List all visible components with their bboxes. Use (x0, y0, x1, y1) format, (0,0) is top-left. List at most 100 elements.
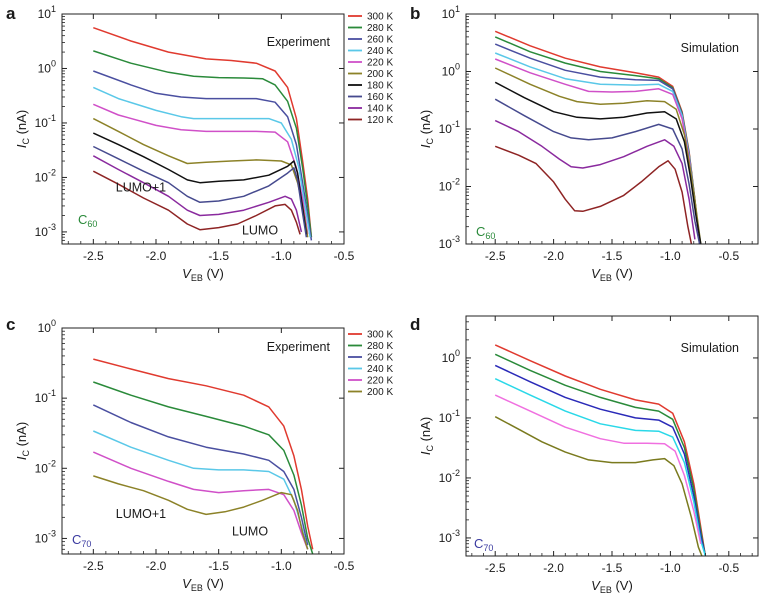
series-line-300k (494, 344, 707, 556)
x-tick-label: -1.5 (208, 559, 229, 573)
legend-label: 300 K (367, 330, 393, 341)
x-tick-label: -1.5 (602, 249, 623, 263)
y-tick-label: 10-2 (35, 167, 56, 184)
legend-label: 220 K (367, 376, 393, 387)
series-line-300k (93, 358, 314, 550)
plot-frame (61, 13, 345, 245)
series-line-220k (494, 394, 702, 544)
legend-label: 220 K (367, 58, 393, 69)
series-line-260k (92, 404, 309, 546)
annotation-lumoplus1: LUMO+1 (116, 181, 166, 195)
series-line-140k (92, 155, 303, 233)
series-line-200k (92, 117, 309, 238)
y-tick-label: 100 (442, 348, 460, 365)
panel-b: b -2.5 -2.0 -1.5 -1.0 -0.5 10-3 10-2 10-1 100 101 V… (410, 4, 759, 283)
series-line-280k (494, 353, 707, 556)
x-axis-label: VEB (V) (591, 266, 633, 283)
series-line-300k (93, 26, 313, 238)
annotation-lumoplus1: LUMO+1 (116, 507, 166, 521)
y-tick-label: 10-1 (35, 388, 56, 405)
x-tick-label: -1.0 (660, 561, 681, 575)
series-line-280k (93, 50, 313, 238)
molecule-label: C60 (476, 224, 495, 241)
series-group (92, 358, 314, 554)
legend-label: 240 K (367, 364, 393, 375)
panel-letter: d (410, 315, 420, 334)
y-tick-label: 10-1 (439, 408, 460, 425)
x-tick-label: -1.5 (602, 561, 623, 575)
y-tick-label: 10-3 (35, 222, 56, 239)
x-tick-label: -0.5 (718, 249, 739, 263)
x-tick-label: -0.5 (334, 559, 355, 573)
legend-label: 300 K (367, 12, 393, 23)
y-tick-label: 10-3 (35, 528, 56, 545)
panel-a: a -2.5 -2.0 -1.5 -1.0 -0.5 10-3 10-2 10-1 100 101 V… (6, 4, 393, 283)
x-tick-label: -0.5 (334, 249, 355, 263)
x-tick-label: -1.0 (271, 559, 292, 573)
x-tick-label: -2.0 (543, 249, 564, 263)
series-line-280k (494, 36, 701, 244)
series-line-200k (93, 475, 309, 550)
x-axis-label: VEB (V) (182, 266, 224, 283)
y-axis-label: IC (nA) (418, 417, 435, 455)
legend-label: 280 K (367, 23, 393, 34)
y-tick-label: 101 (38, 4, 56, 21)
legend-label: 200 K (367, 69, 393, 80)
annotation-lumo: LUMO (242, 223, 278, 237)
y-tick-label: 100 (38, 318, 56, 335)
legend-label: 260 K (367, 35, 393, 46)
legend-label: 240 K (367, 46, 393, 57)
legend-label: 280 K (367, 341, 393, 352)
x-tick-label: -1.0 (660, 249, 681, 263)
x-tick-label: -2.0 (146, 249, 167, 263)
panel-d: d -2.5 -2.0 -1.5 -1.0 -0.5 10-3 10-2 10-1 100 VEB … (410, 315, 759, 595)
series-line-240k (92, 86, 311, 238)
panel-title: Simulation (681, 41, 739, 55)
y-tick-label: 10-2 (439, 177, 460, 194)
legend-label: 140 K (367, 104, 393, 115)
y-tick-label: 10-3 (439, 528, 460, 545)
legend-label: 160 K (367, 92, 393, 103)
series-line-280k (93, 381, 314, 554)
series-line-140k (494, 119, 696, 240)
legend-label: 120 K (367, 115, 393, 126)
x-tick-label: -2.5 (83, 559, 104, 573)
panel-title: Experiment (267, 35, 331, 49)
series-line-220k (93, 451, 309, 550)
y-tick-label: 10-2 (35, 458, 56, 475)
panel-c: c -2.5 -2.0 -1.5 -1.0 -0.5 10-3 10-2 10-1 100 VEB … (6, 315, 393, 593)
molecule-label: C60 (78, 212, 97, 229)
series-group (494, 30, 702, 244)
series-group (494, 344, 707, 556)
panel-letter: b (410, 4, 420, 23)
legend-label: 260 K (367, 353, 393, 364)
x-tick-label: -2.5 (485, 249, 506, 263)
y-tick-label: 10-2 (439, 468, 460, 485)
series-line-300k (494, 30, 701, 244)
x-axis-label: VEB (V) (182, 576, 224, 593)
series-line-120k (494, 145, 693, 244)
y-tick-label: 100 (442, 62, 460, 79)
y-tick-label: 101 (442, 4, 460, 21)
x-tick-label: -0.5 (718, 561, 739, 575)
series-line-240k (494, 378, 707, 556)
x-tick-label: -2.0 (543, 561, 564, 575)
series-line-180k (494, 81, 702, 244)
legend-label: 200 K (367, 387, 393, 398)
x-tick-label: -2.5 (485, 561, 506, 575)
y-tick-label: 10-1 (35, 113, 56, 130)
panel-title: Experiment (267, 340, 331, 354)
plot-frame (61, 327, 345, 555)
annotation-lumo: LUMO (232, 525, 268, 539)
panel-letter: a (6, 4, 16, 23)
series-group (92, 26, 313, 241)
y-axis-label: IC (nA) (14, 422, 31, 460)
series-line-200k (494, 416, 703, 556)
panel-title: Simulation (681, 341, 739, 355)
series-line-120k (92, 170, 301, 235)
series-line-200k (494, 67, 702, 244)
y-tick-label: 10-1 (439, 119, 460, 136)
